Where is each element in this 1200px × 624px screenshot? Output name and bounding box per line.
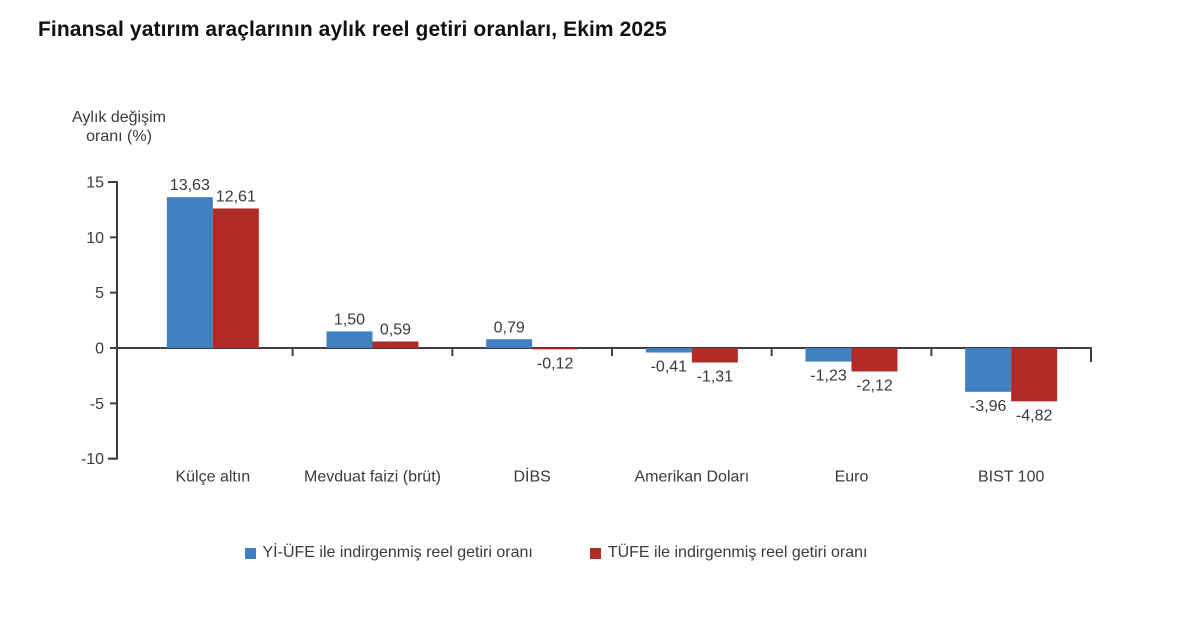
bar-tufe-5 xyxy=(1011,348,1058,402)
y-tick-label: 5 xyxy=(95,285,104,302)
x-axis-line xyxy=(117,347,1092,362)
bar-yiufe-3 xyxy=(645,348,692,353)
legend-item-yiufe: Yİ-ÜFE ile indirgenmiş reel getiri oranı xyxy=(244,544,533,562)
legend-label-tufe: TÜFE ile indirgenmiş reel getiri oranı xyxy=(607,544,868,561)
y-tick-label: 15 xyxy=(86,175,104,192)
value-label: -4,82 xyxy=(1016,407,1053,424)
y-axis-title-line: Aylık değişim xyxy=(72,109,166,126)
chart-legend: Yİ-ÜFE ile indirgenmiş reel getiri oranı… xyxy=(0,544,1156,562)
value-label: -3,96 xyxy=(970,398,1007,415)
bar-tufe-1 xyxy=(372,341,419,348)
bar-yiufe-5 xyxy=(965,348,1012,392)
y-tick-label: -5 xyxy=(90,396,104,413)
value-label: 0,79 xyxy=(494,319,525,336)
bar-yiufe-0 xyxy=(166,197,213,348)
value-label: 12,61 xyxy=(216,188,256,205)
y-tick-label: -10 xyxy=(81,451,104,468)
value-label: -0,12 xyxy=(537,355,574,372)
legend-swatch-blue-icon xyxy=(244,547,256,559)
y-axis-title: Aylık değişim oranı (%) xyxy=(55,108,183,146)
category-label: Mevduat faizi (brüt) xyxy=(304,469,441,486)
category-label: BIST 100 xyxy=(978,469,1045,486)
value-label: -1,31 xyxy=(697,368,734,385)
legend-label-yiufe: Yİ-ÜFE ile indirgenmiş reel getiri oranı xyxy=(262,544,533,561)
value-label: 1,50 xyxy=(334,311,365,328)
category-label: Amerikan Doları xyxy=(634,469,749,486)
value-label: 13,63 xyxy=(170,177,210,194)
value-label: 0,59 xyxy=(380,321,411,338)
bar-yiufe-4 xyxy=(805,348,852,362)
category-label: Euro xyxy=(835,469,869,486)
bar-yiufe-1 xyxy=(326,331,373,348)
y-axis-title-line: oranı (%) xyxy=(86,128,152,145)
bar-tufe-2 xyxy=(532,348,579,350)
category-label: DİBS xyxy=(513,467,550,486)
category-label: Külçe altın xyxy=(175,469,250,486)
chart-title: Finansal yatırım araçlarının aylık reel … xyxy=(38,18,667,41)
value-label: -1,23 xyxy=(810,368,847,385)
value-label: -2,12 xyxy=(856,377,893,394)
legend-item-tufe: TÜFE ile indirgenmiş reel getiri oranı xyxy=(589,544,868,562)
y-axis-line xyxy=(108,181,118,460)
legend-swatch-red-icon xyxy=(589,547,601,559)
bar-tufe-3 xyxy=(691,348,738,363)
bar-tufe-4 xyxy=(851,348,898,372)
y-tick-label: 0 xyxy=(95,341,104,358)
bar-tufe-0 xyxy=(212,208,259,348)
y-tick-label: 10 xyxy=(86,230,104,247)
bar-yiufe-2 xyxy=(486,339,533,348)
value-label: -0,41 xyxy=(651,359,688,376)
